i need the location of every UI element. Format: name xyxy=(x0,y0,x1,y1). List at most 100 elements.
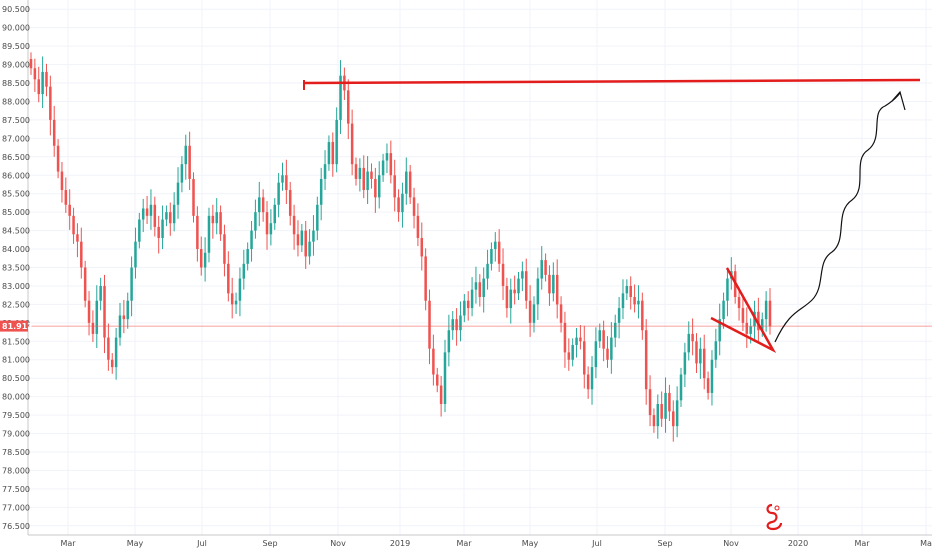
candle-body xyxy=(180,164,184,183)
candle-body xyxy=(691,333,694,342)
candle-body xyxy=(660,404,663,419)
candle-body xyxy=(366,171,369,191)
candle-body xyxy=(648,389,652,416)
candle-body xyxy=(207,215,211,253)
candle-body xyxy=(323,164,327,179)
candle-body xyxy=(37,79,40,95)
x-tick-label: Sep xyxy=(657,539,672,548)
candle-body xyxy=(699,348,702,364)
candle-body xyxy=(621,293,625,309)
candle-body xyxy=(99,285,102,301)
candle-body xyxy=(424,256,427,301)
candle-body xyxy=(134,241,137,268)
candle-body xyxy=(412,197,416,216)
candle-body xyxy=(590,367,594,390)
candle-body xyxy=(679,374,683,401)
candle-body xyxy=(629,285,632,298)
candle-body xyxy=(482,278,485,298)
x-tick-label: May xyxy=(127,539,144,548)
candle-body xyxy=(80,241,83,268)
candle-body xyxy=(745,322,749,334)
y-tick-label: 79.000 xyxy=(2,430,30,439)
candle-body xyxy=(358,167,362,179)
candle-body xyxy=(83,267,87,301)
candle-body xyxy=(265,212,269,235)
y-tick-label: 90.500 xyxy=(2,5,30,14)
candle-body xyxy=(397,197,400,213)
candle-body xyxy=(176,182,180,205)
candle-body xyxy=(45,71,48,87)
candle-body xyxy=(757,311,760,331)
candle-body xyxy=(188,145,191,179)
candle-body xyxy=(726,278,729,301)
candle-body xyxy=(749,326,752,334)
y-tick-label: 80.000 xyxy=(2,393,30,402)
candle-body xyxy=(385,153,389,161)
candle-body xyxy=(675,400,679,427)
candle-body xyxy=(625,285,629,294)
candle-body xyxy=(722,300,725,320)
candle-body xyxy=(254,212,257,231)
wedge-pattern xyxy=(710,267,777,354)
candle-body xyxy=(474,282,478,290)
candle-body xyxy=(33,68,37,80)
y-tick-label: 87.000 xyxy=(2,134,30,143)
current-price-badge: 81.912 xyxy=(0,320,33,332)
candle-body xyxy=(718,319,721,342)
y-tick-label: 85.000 xyxy=(2,208,30,217)
x-tick-label: Mar xyxy=(60,539,76,548)
candle-body xyxy=(501,263,505,286)
candle-body xyxy=(544,260,547,275)
candle-body xyxy=(443,352,447,405)
candle-body xyxy=(223,234,226,264)
candle-body xyxy=(435,374,439,386)
candle-body xyxy=(455,319,458,331)
candle-body xyxy=(130,267,133,301)
candle-body xyxy=(72,215,75,235)
candle-body xyxy=(335,119,338,165)
candle-body xyxy=(416,215,420,238)
candle-body xyxy=(497,241,501,264)
candle-body xyxy=(153,204,157,227)
candle-body xyxy=(664,392,667,419)
candle-body xyxy=(261,197,265,213)
candle-body xyxy=(91,322,95,334)
y-tick-label: 83.500 xyxy=(2,264,30,273)
y-tick-label: 78.000 xyxy=(2,466,30,475)
candle-body xyxy=(199,249,203,268)
candle-body xyxy=(540,260,543,279)
candle-body xyxy=(644,330,648,390)
candle-body xyxy=(145,208,149,216)
candle-body xyxy=(242,263,246,279)
candle-body xyxy=(687,333,691,353)
candle-body xyxy=(347,90,350,124)
candle-body xyxy=(598,330,602,342)
projected-path-arrow xyxy=(774,92,901,343)
candle-body xyxy=(463,300,466,316)
candle-body xyxy=(478,282,482,298)
candle-body xyxy=(288,190,292,216)
y-tick-label: 79.500 xyxy=(2,411,30,420)
candle-body xyxy=(292,215,296,235)
candle-body xyxy=(107,337,110,360)
candle-body xyxy=(238,278,242,301)
candle-body xyxy=(610,337,613,360)
candle-body xyxy=(319,178,323,205)
candle-body xyxy=(219,212,222,235)
candle-body xyxy=(327,142,331,165)
candle-body xyxy=(49,86,52,120)
candle-body xyxy=(702,348,706,379)
candle-body xyxy=(339,75,342,120)
y-tick-label: 86.000 xyxy=(2,171,30,180)
x-tick-label: 2019 xyxy=(390,539,410,548)
candle-body xyxy=(486,263,489,279)
candle-body xyxy=(230,293,234,305)
y-tick-label: 77.000 xyxy=(2,503,30,512)
candle-body xyxy=(350,123,354,165)
x-tick-label: Nov xyxy=(330,539,346,548)
candle-body xyxy=(439,385,443,405)
y-tick-label: 89.500 xyxy=(2,42,30,51)
candle-body xyxy=(764,300,768,320)
candle-body xyxy=(277,182,280,205)
